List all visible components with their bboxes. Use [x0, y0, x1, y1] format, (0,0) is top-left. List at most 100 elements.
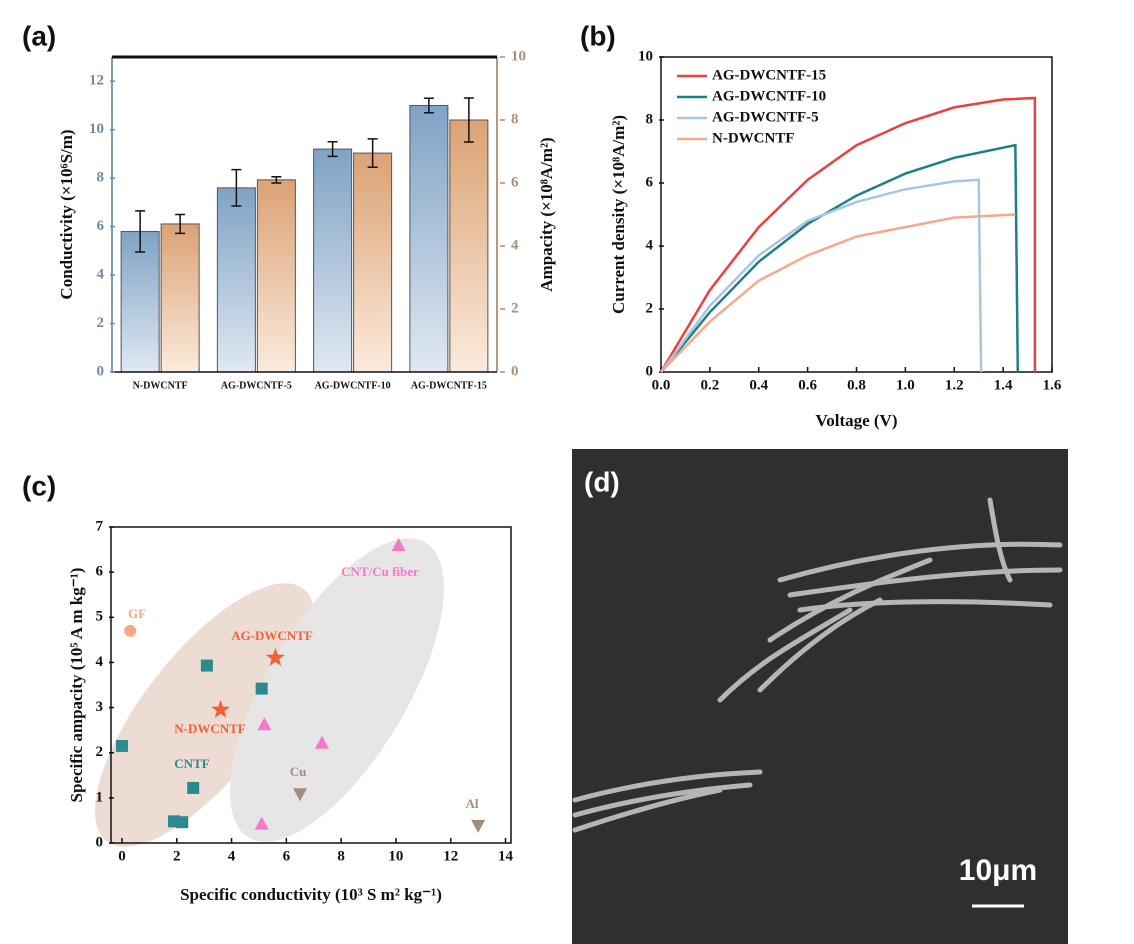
legend-label: N-DWCNTF	[712, 130, 795, 146]
x-tick-label: N-DWCNTF	[133, 380, 188, 391]
x-tick-label: AG-DWCNTF-15	[411, 380, 487, 391]
bar	[160, 223, 200, 373]
y-tick-label: 2	[97, 315, 105, 331]
y-tick-label: 5	[96, 609, 104, 625]
bar	[256, 179, 296, 373]
point	[255, 682, 268, 695]
line	[659, 178, 983, 373]
point	[124, 624, 137, 637]
axis-label: Current density (×10⁸A/m²)	[609, 115, 628, 314]
x-tick-label: 1.2	[945, 377, 964, 393]
bar	[409, 104, 449, 373]
y-tick-label: 10	[89, 121, 104, 137]
point	[471, 819, 486, 833]
axis-label: Voltage (V)	[816, 411, 898, 430]
y-tick-label: 3	[96, 699, 104, 715]
x-tick-label: 2	[173, 848, 181, 864]
region	[95, 583, 315, 847]
error-bar	[463, 97, 474, 143]
x-tick-label: AG-DWCNTF-5	[221, 380, 292, 391]
x-tick-label: 0.6	[798, 377, 817, 393]
point	[254, 816, 269, 830]
error-bar	[231, 168, 242, 207]
point	[265, 647, 285, 667]
point	[257, 717, 272, 731]
x-tick-label: 10	[388, 848, 403, 864]
point	[314, 735, 329, 749]
point	[187, 781, 200, 794]
point-label: CNTF	[174, 756, 209, 771]
x-tick-label: 0.2	[701, 377, 720, 393]
y-tick-label: 12	[89, 73, 104, 89]
y-tick-label: 4	[511, 237, 519, 253]
axis-label: Ampacity (×10⁸A/m²)	[537, 137, 556, 291]
line	[660, 143, 1020, 373]
panel-label: (a)	[22, 20, 56, 51]
y-tick-label: 2	[646, 300, 654, 316]
axis-label: Conductivity (×10⁶S/m)	[57, 129, 76, 299]
y-tick-label: 6	[511, 174, 519, 190]
y-tick-label: 6	[97, 218, 105, 234]
axis-label: Specific conductivity (10³ S m² kg⁻¹)	[180, 885, 442, 904]
x-tick-label: 1.0	[896, 377, 915, 393]
scale-label: 10μm	[959, 854, 1037, 887]
error-bar	[271, 175, 282, 184]
panel-label: (b)	[580, 20, 616, 51]
y-tick-label: 6	[96, 564, 104, 580]
y-tick-label: 4	[97, 267, 105, 283]
legend-label: AG-DWCNTF-10	[712, 88, 826, 104]
y-tick-label: 8	[646, 111, 654, 127]
x-tick-label: 0.4	[749, 377, 768, 393]
y-tick-label: 4	[96, 654, 104, 670]
point	[211, 699, 231, 718]
plot-frame	[110, 526, 512, 844]
x-tick-label: AG-DWCNTF-10	[315, 380, 391, 391]
y-tick-label: 10	[511, 48, 526, 64]
point-label: GF	[128, 606, 146, 621]
point	[115, 739, 128, 752]
error-bar	[367, 138, 378, 168]
x-tick-label: 1.4	[994, 377, 1013, 393]
y-tick-label: 8	[511, 111, 519, 127]
y-tick-label: 0	[511, 363, 519, 379]
point-label: CNT/Cu fiber	[341, 564, 419, 579]
y-tick-label: 0	[646, 363, 654, 379]
point-label: N-DWCNTF	[174, 721, 246, 736]
point	[200, 659, 213, 672]
legend-label: AG-DWCNTF-15	[712, 67, 826, 83]
x-tick-label: 1.6	[1043, 377, 1062, 393]
x-tick-label: 0.0	[652, 377, 671, 393]
y-tick-label: 6	[646, 174, 654, 190]
axis-label: Specific ampacity (10⁵ A m kg⁻¹)	[67, 568, 86, 803]
fiber	[572, 497, 1063, 833]
bar	[353, 152, 393, 373]
y-tick-label: 8	[97, 170, 105, 186]
x-tick-label: 4	[228, 848, 236, 864]
panel-label: (c)	[22, 470, 56, 501]
bar	[449, 119, 489, 373]
panel-label: (d)	[584, 466, 620, 497]
bar	[216, 187, 256, 373]
y-tick-label: 2	[96, 744, 104, 760]
x-tick-label: 8	[337, 848, 345, 864]
y-tick-label: 0	[97, 363, 105, 379]
y-tick-label: 4	[646, 237, 654, 253]
error-bar	[175, 213, 186, 235]
x-tick-label: 0.8	[847, 377, 866, 393]
legend-label: AG-DWCNTF-5	[712, 109, 819, 125]
point-label: Cu	[290, 764, 307, 779]
region	[230, 538, 444, 842]
y-tick-label: 0	[96, 834, 104, 850]
error-bar	[135, 210, 146, 253]
y-tick-label: 1	[96, 789, 104, 805]
x-tick-label: 12	[443, 848, 458, 864]
line	[660, 213, 1016, 373]
point	[176, 816, 189, 829]
point	[293, 788, 308, 802]
line	[659, 96, 1037, 373]
x-tick-label: 14	[498, 848, 514, 864]
error-bar	[327, 141, 338, 158]
y-tick-label: 2	[511, 300, 519, 316]
y-tick-label: 7	[96, 518, 104, 534]
